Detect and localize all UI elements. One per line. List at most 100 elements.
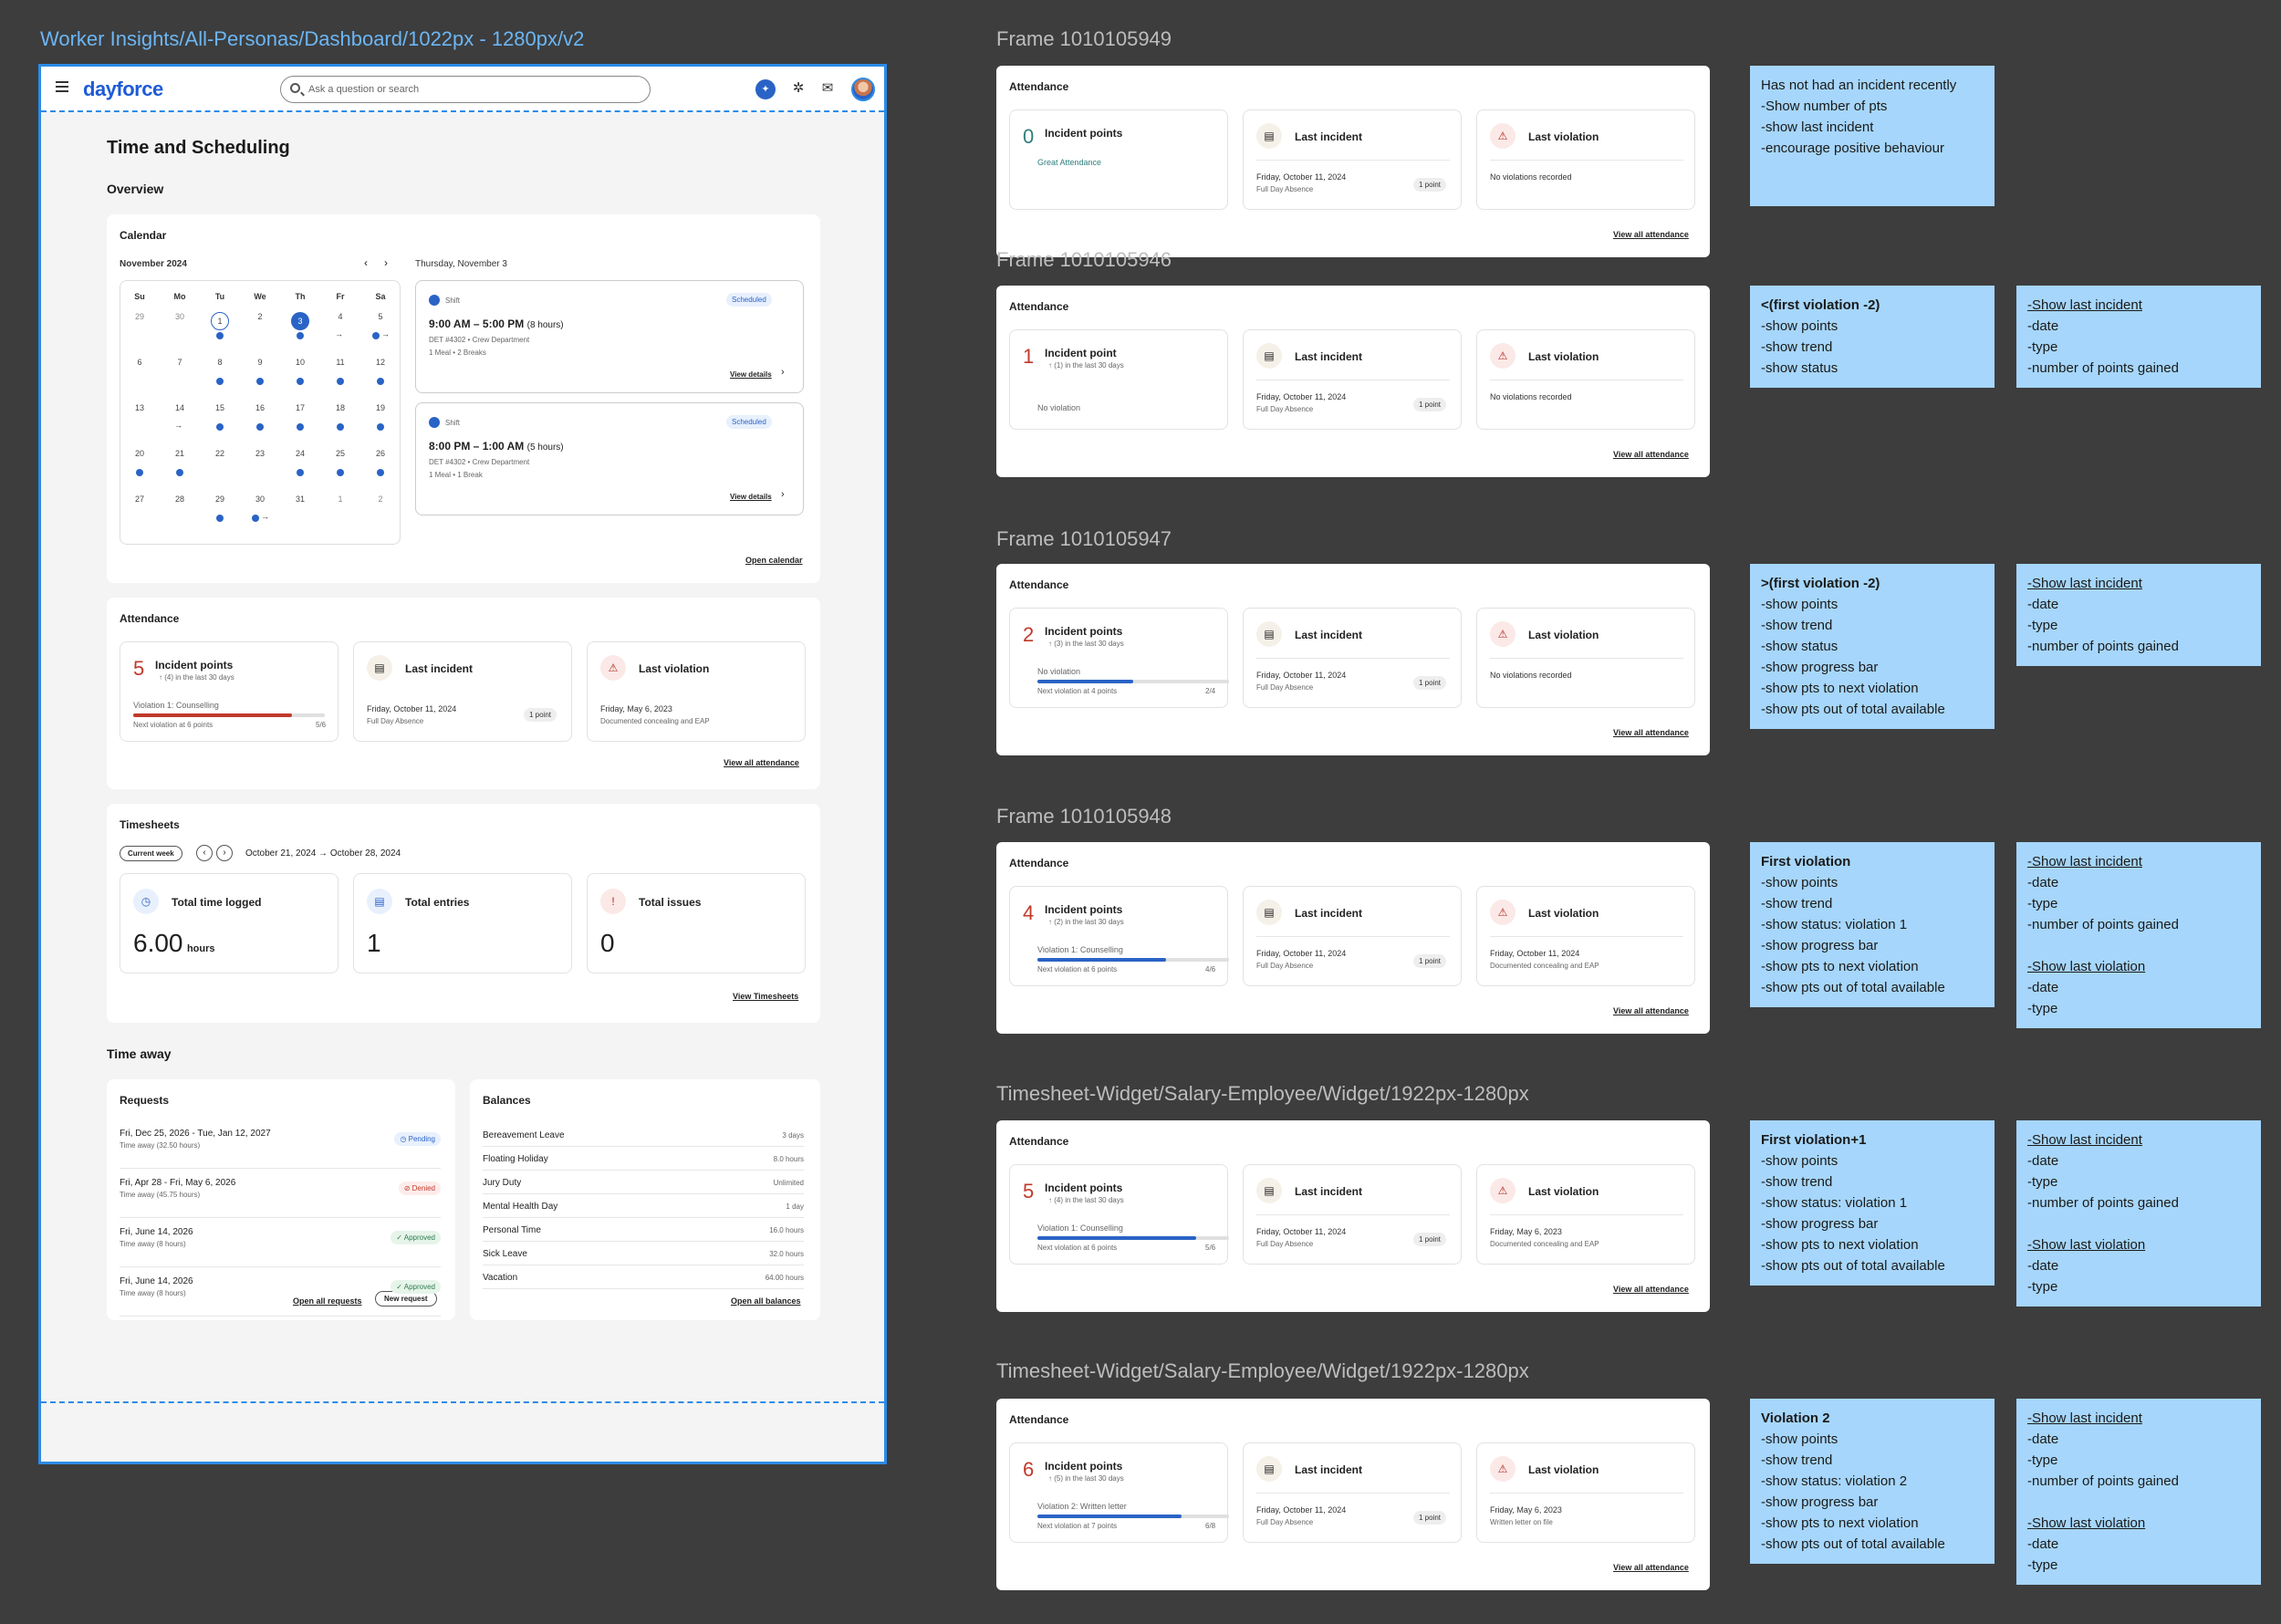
calendar-day[interactable]: 31 [286,494,314,504]
last-incident-tile[interactable]: ▤ Last incident Friday, October 11, 2024… [353,641,572,742]
incident-points-tile[interactable]: 1 Incident point ↑ (1) in the last 30 days… [1009,329,1228,430]
calendar-day[interactable]: 1 [327,494,354,504]
last-violation-tile[interactable]: ⚠ Last violation Friday, May 6, 2023 Writte… [1476,1442,1695,1543]
last-violation-tile[interactable]: ⚠ Last violation Friday, May 6, 2023 Doc… [587,641,806,742]
calendar-day[interactable]: 8 [206,358,234,367]
incident-points-tile[interactable]: 2 Incident points ↑ (3) in the last 30 day… [1009,608,1229,708]
calendar-day[interactable]: 5 [367,312,394,321]
total-time-tile[interactable]: ◷ Total time logged 6.00 hours [120,873,339,973]
next-month-button[interactable]: › [384,256,388,269]
calendar-day[interactable]: 26 [367,449,394,458]
help-icon[interactable]: ✲ [792,80,805,96]
calendar-day[interactable]: 6 [126,358,153,367]
note-line: -show pts to next violation [1761,1237,1919,1253]
calendar-day[interactable]: 14 [166,403,193,412]
total-entries-tile[interactable]: ▤ Total entries 1 [353,873,572,973]
open-all-requests-link[interactable]: Open all requests [293,1296,362,1306]
calendar-day[interactable]: 10 [286,358,314,367]
view-all-attendance-link[interactable]: View all attendance [1613,1285,1689,1294]
calendar-day[interactable]: 29 [206,494,234,504]
last-violation-tile[interactable]: ⚠ Last violation Friday, May 6, 2023 Docume… [1476,1164,1695,1265]
last-violation-tile[interactable]: ⚠ Last violation No violations recorded [1476,329,1695,430]
next-week-button[interactable]: › [216,845,233,861]
view-timesheets-link[interactable]: View Timesheets [733,992,799,1001]
incident-points-tile[interactable]: 5 Incident points ↑ (4) in the last 30 day… [1009,1164,1229,1265]
calendar-day[interactable]: 23 [246,449,274,458]
shift-card[interactable]: Shift Scheduled 9:00 AM – 5:00 PM (8 hou… [415,280,804,393]
view-all-attendance-link[interactable]: View all attendance [1613,230,1689,239]
calendar-day[interactable]: 11 [327,358,354,367]
open-calendar-link[interactable]: Open calendar [745,556,803,565]
points-label: Incident points [1045,903,1123,916]
last-incident-tile[interactable]: ▤ Last incident Friday, October 11, 2024 Fu… [1243,109,1462,210]
search-input[interactable]: Ask a question or search [280,76,651,103]
menu-icon[interactable] [56,81,68,92]
assistant-icon[interactable]: ✦ [755,79,776,99]
last-violation-tile[interactable]: ⚠ Last violation No violations recorded [1476,608,1695,708]
calendar-day[interactable]: 9 [246,358,274,367]
calendar-day[interactable]: 22 [206,449,234,458]
view-all-attendance-link[interactable]: View all attendance [1613,1006,1689,1015]
view-details-link[interactable]: View details [730,493,772,501]
total-issues-tile[interactable]: ! Total issues 0 [587,873,806,973]
note-line: -number of points gained [2027,639,2179,654]
request-row[interactable]: Fri, June 14, 2026 Time away (8 hours) ✓ A… [120,1227,441,1267]
avatar[interactable] [851,78,875,101]
last-incident-tile[interactable]: ▤ Last incident Friday, October 11, 2024 Fu… [1243,886,1462,986]
calendar-day[interactable]: 4 [327,312,354,321]
calendar-day[interactable]: 28 [166,494,193,504]
last-incident-tile[interactable]: ▤ Last incident Friday, October 11, 2024 Fu… [1243,1442,1462,1543]
calendar-day-selected[interactable]: 3 [286,312,314,330]
calendar-day[interactable]: 17 [286,403,314,412]
calendar-day[interactable]: 30 [246,494,274,504]
request-row[interactable]: Fri, Dec 25, 2026 - Tue, Jan 12, 2027 Tim… [120,1129,441,1169]
logo[interactable]: dayforce [83,78,163,100]
day-number: 16 [255,403,265,412]
last-incident-tile[interactable]: ▤ Last incident Friday, October 11, 2024 Fu… [1243,1164,1462,1265]
request-row[interactable]: Fri, Apr 28 - Fri, May 6, 2026 Time away … [120,1178,441,1218]
last-violation-tile[interactable]: ⚠ Last violation Friday, October 11, 2024 D… [1476,886,1695,986]
calendar-day[interactable]: 19 [367,403,394,412]
calendar-day[interactable]: 2 [246,312,274,321]
calendar-day[interactable]: 25 [327,449,354,458]
last-violation-tile[interactable]: ⚠ Last violation No violations recorded [1476,109,1695,210]
view-all-attendance-link[interactable]: View all attendance [1613,450,1689,459]
calendar-day[interactable]: 21 [166,449,193,458]
calendar-day[interactable]: 29 [126,312,153,321]
prev-month-button[interactable]: ‹ [364,256,368,269]
calendar-day[interactable]: 12 [367,358,394,367]
calendar-day[interactable]: 16 [246,403,274,412]
calendar-day[interactable]: 7 [166,358,193,367]
prev-week-button[interactable]: ‹ [196,845,213,861]
calendar-day[interactable]: 1 [206,312,234,330]
calendar-day[interactable]: 24 [286,449,314,458]
view-details-link[interactable]: View details [730,370,772,379]
balance-row: Mental Health Day 1 day [483,1200,804,1218]
request-row[interactable]: Fri, June 14, 2026 Time away (8 hours) ✓ A… [120,1276,441,1317]
calendar-day[interactable]: 18 [327,403,354,412]
calendar-day[interactable]: 30 [166,312,193,321]
shift-time: 8:00 PM – 1:00 AM (5 hours) [429,440,564,453]
calendar-day[interactable]: 27 [126,494,153,504]
incident-points-tile[interactable]: 6 Incident points ↑ (5) in the last 30 day… [1009,1442,1229,1543]
calendar-day[interactable]: 15 [206,403,234,412]
view-all-attendance-link[interactable]: View all attendance [724,758,799,767]
note-line: -Show last incident [2027,1411,2142,1426]
view-all-attendance-link[interactable]: View all attendance [1613,728,1689,737]
last-incident-tile[interactable]: ▤ Last incident Friday, October 11, 2024 Fu… [1243,608,1462,708]
mail-icon[interactable]: ✉ [821,80,834,96]
current-week-button[interactable]: Current week [120,846,182,861]
calendar-day[interactable]: 13 [126,403,153,412]
open-all-balances-link[interactable]: Open all balances [731,1296,801,1306]
view-all-attendance-link[interactable]: View all attendance [1613,1563,1689,1572]
incident-points-tile[interactable]: 5 Incident points ↑ (4) in the last 30 d… [120,641,339,742]
calendar-day[interactable]: 2 [367,494,394,504]
shift-card[interactable]: Shift Scheduled 8:00 PM – 1:00 AM (5 hou… [415,402,804,515]
last-incident-tile[interactable]: ▤ Last incident Friday, October 11, 2024 Fu… [1243,329,1462,430]
incident-points-tile[interactable]: 0 Incident points Great Attendance [1009,109,1228,210]
status-text: Approved [403,1234,435,1242]
incident-points-tile[interactable]: 4 Incident points ↑ (2) in the last 30 day… [1009,886,1229,986]
note-line [2027,935,2250,956]
progress-bar [1037,680,1229,683]
calendar-day[interactable]: 20 [126,449,153,458]
